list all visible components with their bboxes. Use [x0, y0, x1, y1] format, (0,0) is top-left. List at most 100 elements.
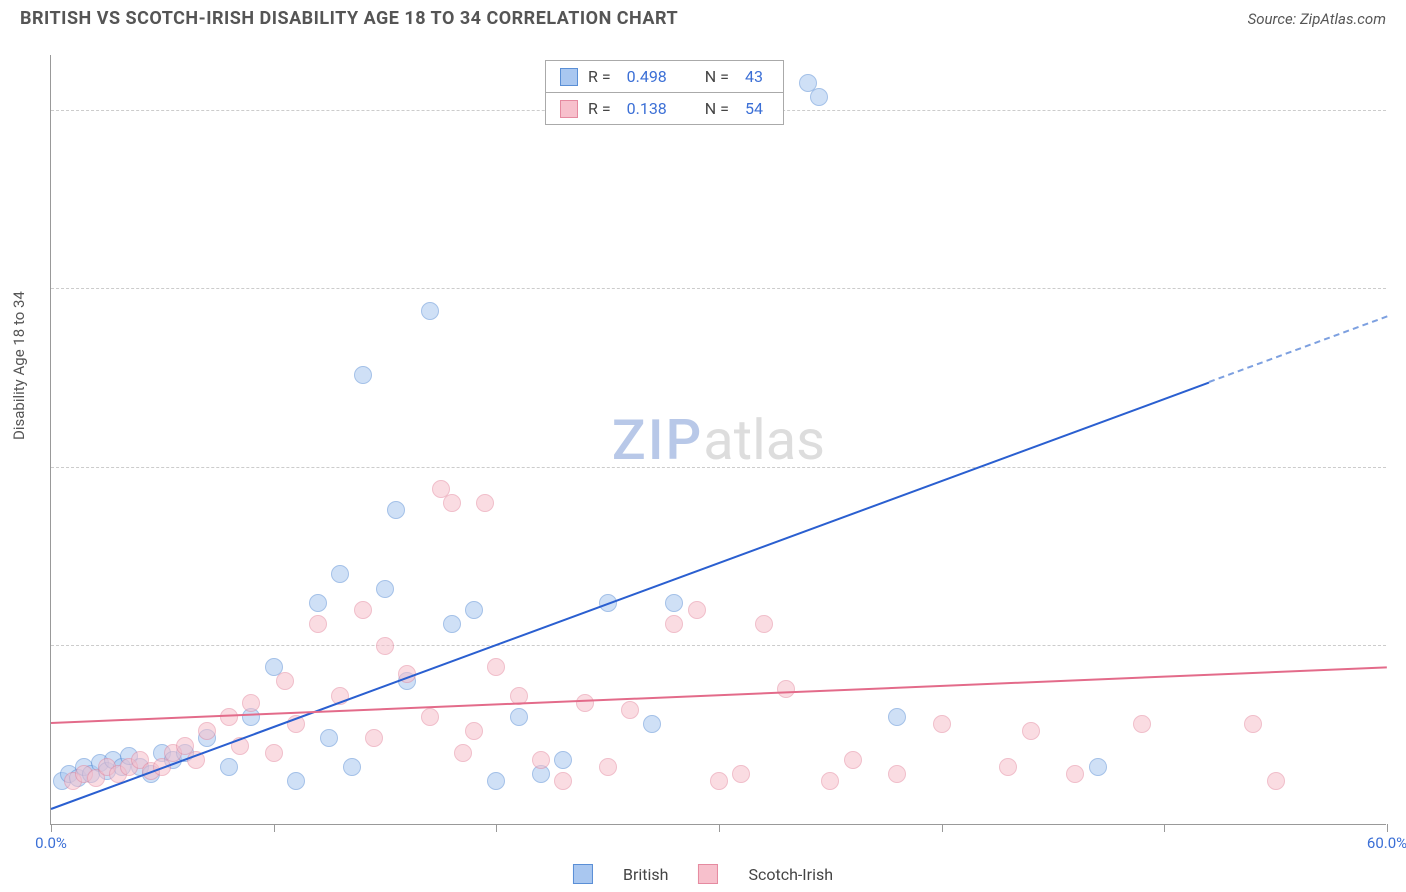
data-point [532, 751, 550, 769]
legend-label-scotch-irish: Scotch-Irish [748, 865, 833, 884]
r-label: R = [588, 67, 611, 86]
data-point [888, 708, 906, 726]
data-point [844, 751, 862, 769]
data-point [354, 366, 372, 384]
data-point [421, 708, 439, 726]
legend-swatch-scotch-irish [698, 864, 718, 884]
source-attribution: Source: ZipAtlas.com [1248, 10, 1386, 28]
data-point [365, 729, 383, 747]
xtick [274, 824, 275, 832]
trend-line [51, 381, 1210, 809]
stats-row-scotch-irish: R = 0.138 N = 54 [546, 92, 783, 124]
data-point [810, 88, 828, 106]
data-point [354, 601, 372, 619]
data-point [487, 658, 505, 676]
data-point [710, 772, 728, 790]
data-point [755, 615, 773, 633]
r-value-scotch-irish: 0.138 [627, 99, 667, 118]
data-point [443, 494, 461, 512]
gridline [51, 288, 1386, 289]
data-point [443, 615, 461, 633]
data-point [343, 758, 361, 776]
data-point [688, 601, 706, 619]
data-point [220, 708, 238, 726]
data-point [376, 580, 394, 598]
data-point [376, 637, 394, 655]
data-point [665, 615, 683, 633]
data-point [777, 680, 795, 698]
xtick [719, 824, 720, 832]
xtick [496, 824, 497, 832]
data-point [599, 758, 617, 776]
scatter-chart: ZIPatlas 25.0%50.0%75.0%100.0%0.0%60.0% [50, 55, 1386, 825]
xtick [1387, 824, 1388, 832]
data-point [510, 708, 528, 726]
data-point [320, 729, 338, 747]
stats-row-british: R = 0.498 N = 43 [546, 61, 783, 92]
data-point [242, 694, 260, 712]
xtick-label: 0.0% [35, 834, 67, 852]
legend-label-british: British [623, 865, 668, 884]
r-value-british: 0.498 [627, 67, 667, 86]
n-value-british: 43 [745, 67, 763, 86]
data-point [1022, 722, 1040, 740]
watermark-suffix: atlas [703, 407, 825, 473]
data-point [487, 772, 505, 790]
data-point [999, 758, 1017, 776]
data-point [287, 772, 305, 790]
n-label: N = [705, 67, 729, 86]
data-point [265, 744, 283, 762]
data-point [888, 765, 906, 783]
r-label: R = [588, 99, 611, 118]
data-point [933, 715, 951, 733]
n-value-scotch-irish: 54 [745, 99, 763, 118]
ytick-label: 50.0% [1396, 459, 1406, 477]
ytick-label: 75.0% [1396, 280, 1406, 298]
data-point [1133, 715, 1151, 733]
stats-legend: R = 0.498 N = 43 R = 0.138 N = 54 [545, 60, 784, 125]
data-point [421, 302, 439, 320]
xtick [942, 824, 943, 832]
xtick [1164, 824, 1165, 832]
swatch-british [560, 68, 578, 86]
data-point [665, 594, 683, 612]
chart-title: BRITISH VS SCOTCH-IRISH DISABILITY AGE 1… [20, 8, 678, 29]
legend-swatch-british [573, 864, 593, 884]
data-point [309, 615, 327, 633]
data-point [1267, 772, 1285, 790]
ytick-label: 25.0% [1396, 637, 1406, 655]
data-point [1089, 758, 1107, 776]
xtick-label: 60.0% [1367, 834, 1406, 852]
series-legend: British Scotch-Irish [573, 864, 833, 884]
xtick [51, 824, 52, 832]
data-point [554, 772, 572, 790]
ytick-label: 100.0% [1396, 102, 1406, 120]
swatch-scotch-irish [560, 100, 578, 118]
data-point [309, 594, 327, 612]
data-point [1244, 715, 1262, 733]
data-point [554, 751, 572, 769]
data-point [276, 672, 294, 690]
data-point [643, 715, 661, 733]
watermark: ZIPatlas [612, 407, 825, 473]
data-point [465, 601, 483, 619]
gridline [51, 645, 1386, 646]
chart-header: BRITISH VS SCOTCH-IRISH DISABILITY AGE 1… [0, 0, 1406, 33]
data-point [331, 565, 349, 583]
data-point [465, 722, 483, 740]
data-point [198, 722, 216, 740]
watermark-brand: ZIP [612, 407, 703, 473]
data-point [821, 772, 839, 790]
data-point [576, 694, 594, 712]
data-point [454, 744, 472, 762]
data-point [387, 501, 405, 519]
data-point [476, 494, 494, 512]
data-point [732, 765, 750, 783]
data-point [220, 758, 238, 776]
trend-line [1209, 316, 1388, 383]
y-axis-label: Disability Age 18 to 34 [10, 291, 28, 440]
gridline [51, 467, 1386, 468]
data-point [621, 701, 639, 719]
n-label: N = [705, 99, 729, 118]
data-point [1066, 765, 1084, 783]
